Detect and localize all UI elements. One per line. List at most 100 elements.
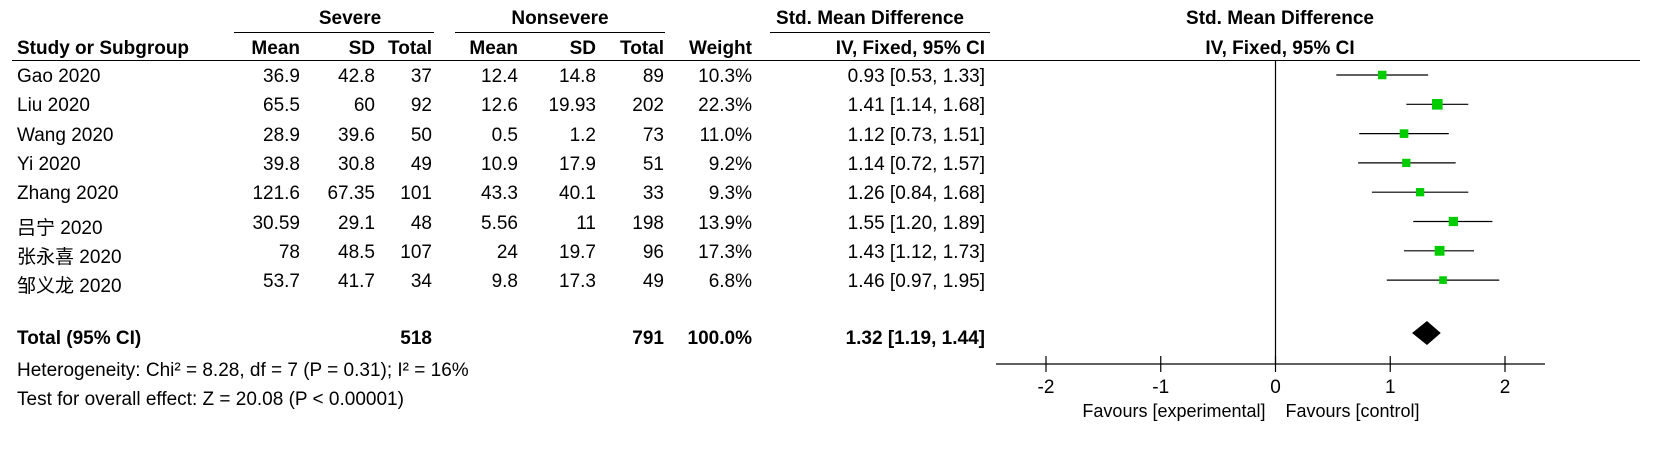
header-rule — [12, 60, 1640, 61]
sd2-value: 19.93 — [548, 95, 596, 117]
total1-value: 37 — [410, 66, 432, 87]
total1-value: 48 — [410, 212, 432, 234]
sd1-value: 42.8 — [338, 66, 375, 87]
study-name: Zhang 2020 — [17, 183, 119, 205]
ci-value: 1.14 [0.72, 1.57] — [847, 153, 985, 175]
point-estimate — [1434, 245, 1445, 256]
point-estimate — [1415, 188, 1425, 197]
mean2-value: 43.3 — [481, 183, 518, 205]
mean2-value: 9.8 — [491, 271, 518, 293]
mean1-value: 36.9 — [263, 66, 300, 87]
total2-column-header: Total — [620, 38, 664, 59]
mean2-value: 12.4 — [481, 66, 518, 87]
group1-header: Severe — [318, 8, 382, 29]
sd1-value: 30.8 — [338, 153, 375, 175]
mean1-value: 30.59 — [252, 212, 300, 234]
sd1-value: 48.5 — [338, 241, 375, 263]
sd2-value: 19.7 — [559, 241, 596, 263]
point-estimate — [1402, 158, 1411, 168]
sd1-value: 29.1 — [338, 212, 375, 234]
sd1-value: 60 — [353, 95, 375, 117]
study-name: 邹义龙 2020 — [17, 276, 122, 298]
total2-value: 202 — [632, 95, 664, 117]
total2-value: 89 — [642, 66, 664, 87]
total1-value: 101 — [400, 183, 432, 205]
mean1-value: 121.6 — [252, 183, 300, 205]
mean1-value: 39.8 — [263, 153, 300, 175]
total2-value: 49 — [642, 271, 664, 293]
method-plot-header: IV, Fixed, 95% CI — [1205, 38, 1355, 59]
mean1-value: 28.9 — [263, 124, 300, 146]
x-tick-label: -1 — [1152, 377, 1169, 398]
total-label: Total (95% CI) — [17, 328, 142, 349]
total-weight: 100.0% — [687, 328, 752, 349]
total2-value: 73 — [642, 124, 664, 146]
mean2-value: 12.6 — [481, 95, 518, 117]
study-column-header: Study or Subgroup — [17, 38, 190, 59]
total2-value: 33 — [642, 183, 664, 205]
sd2-value: 17.9 — [559, 153, 596, 175]
point-estimate — [1377, 70, 1387, 80]
sd1-value: 41.7 — [338, 271, 375, 293]
ci-value: 1.41 [1.14, 1.68] — [847, 95, 985, 117]
mean1-column-header: Mean — [251, 38, 300, 59]
weight-value: 22.3% — [698, 95, 752, 117]
study-name: Liu 2020 — [17, 95, 90, 117]
x-tick-label: 2 — [1500, 377, 1511, 398]
sd2-value: 11 — [576, 212, 596, 234]
effect-plot-header: Std. Mean Difference — [1186, 8, 1374, 29]
ci-value: 1.46 [0.97, 1.95] — [847, 271, 985, 293]
sd2-value: 1.2 — [569, 124, 596, 146]
mean1-value: 65.5 — [263, 95, 300, 117]
total2-value: 198 — [632, 212, 664, 234]
sd2-value: 40.1 — [559, 183, 596, 205]
x-tick-label: 1 — [1385, 377, 1396, 398]
sd2-value: 14.8 — [559, 66, 596, 87]
favours-left-label: Favours [experimental] — [1082, 401, 1265, 421]
x-tick-label: -2 — [1038, 377, 1055, 398]
ci-value: 1.26 [0.84, 1.68] — [847, 183, 985, 205]
weight-value: 11.0% — [699, 124, 752, 146]
group2-underline — [455, 32, 665, 33]
ci-value: 1.55 [1.20, 1.89] — [847, 212, 985, 234]
total1-value: 518 — [400, 328, 432, 349]
weight-value: 17.3% — [698, 241, 752, 263]
ci-value: 1.12 [0.73, 1.51] — [847, 124, 985, 146]
study-name: 吕宁 2020 — [17, 217, 103, 239]
total2-value: 791 — [632, 328, 664, 349]
point-estimate — [1431, 98, 1443, 110]
total1-value: 34 — [410, 271, 432, 293]
sd2-column-header: SD — [569, 38, 596, 59]
weight-value: 9.3% — [708, 183, 752, 205]
point-estimate — [1439, 276, 1447, 284]
total1-value: 107 — [400, 241, 432, 263]
mean2-value: 24 — [496, 241, 518, 263]
weight-value: 13.9% — [698, 212, 752, 234]
ci-value: 0.93 [0.53, 1.33] — [847, 66, 985, 87]
favours-right-label: Favours [control] — [1286, 401, 1420, 421]
heterogeneity-text: Heterogeneity: Chi² = 8.28, df = 7 (P = … — [17, 360, 469, 381]
sd2-value: 17.3 — [559, 271, 596, 293]
mean2-value: 0.5 — [491, 124, 518, 146]
group2-header: Nonsevere — [511, 8, 609, 29]
study-name: Gao 2020 — [17, 66, 101, 87]
effect-header: Std. Mean Difference — [776, 8, 964, 29]
total1-value: 49 — [410, 153, 432, 175]
effect-underline — [770, 32, 990, 33]
sd1-value: 39.6 — [338, 124, 375, 146]
study-name: 张永喜 2020 — [17, 246, 122, 268]
total2-value: 96 — [642, 241, 664, 263]
point-estimate — [1399, 129, 1409, 138]
overall-effect-text: Test for overall effect: Z = 20.08 (P < … — [17, 389, 404, 410]
total-ci: 1.32 [1.19, 1.44] — [845, 328, 985, 349]
mean1-value: 78 — [278, 241, 300, 263]
mean2-column-header: Mean — [469, 38, 518, 59]
sd1-value: 67.35 — [327, 183, 375, 205]
group1-underline — [234, 32, 434, 33]
weight-value: 6.8% — [708, 271, 752, 293]
pooled-diamond — [1412, 321, 1441, 345]
study-name: Yi 2020 — [17, 153, 81, 175]
weight-column-header: Weight — [689, 38, 752, 59]
total2-value: 51 — [642, 153, 664, 175]
